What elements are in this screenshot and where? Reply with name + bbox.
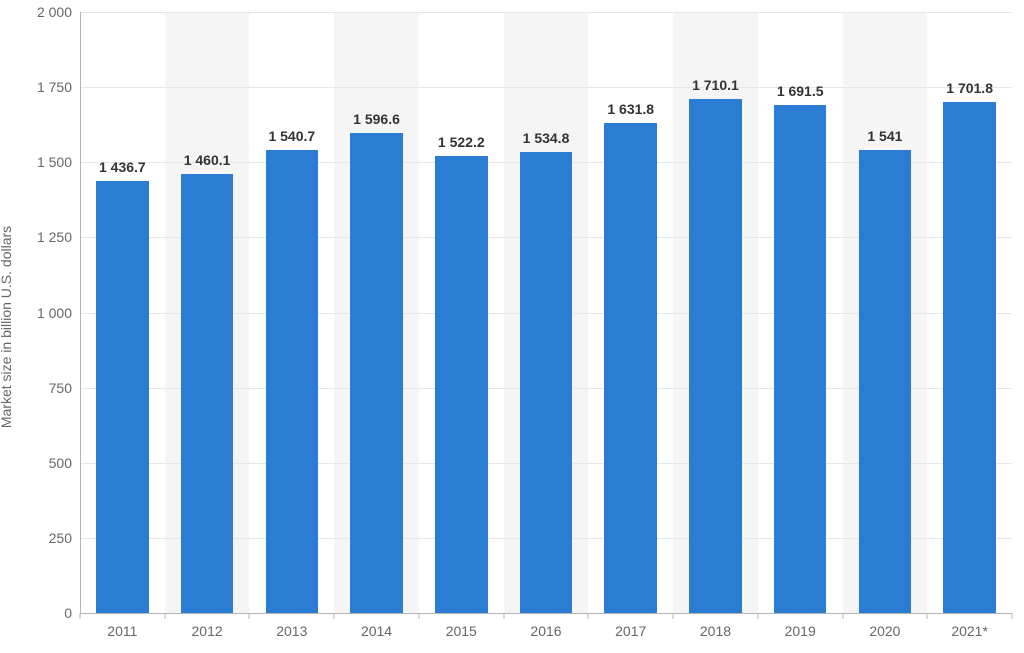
bar-value-label: 1 701.8: [946, 80, 993, 96]
bar: [774, 105, 827, 613]
bar: [96, 181, 149, 613]
x-tick-mark: [249, 613, 250, 619]
grid-line: [80, 12, 1012, 13]
y-tick-label: 1 500: [37, 154, 80, 170]
bar: [689, 99, 742, 613]
y-tick-label: 1 000: [37, 305, 80, 321]
chart-container: Market size in billion U.S. dollars 0250…: [0, 0, 1024, 653]
x-tick-label: 2014: [361, 613, 392, 639]
x-tick-mark: [80, 613, 81, 619]
x-tick-label: 2019: [785, 613, 816, 639]
x-tick-label: 2016: [530, 613, 561, 639]
bar-value-label: 1 631.8: [607, 101, 654, 117]
y-tick-label: 1 750: [37, 79, 80, 95]
x-tick-mark: [334, 613, 335, 619]
x-tick-mark: [164, 613, 165, 619]
x-tick-mark: [588, 613, 589, 619]
bar-value-label: 1 541: [867, 128, 902, 144]
bar: [520, 152, 573, 613]
grid-line: [80, 87, 1012, 88]
bar-value-label: 1 710.1: [692, 77, 739, 93]
x-tick-mark: [757, 613, 758, 619]
y-tick-label: 1 250: [37, 229, 80, 245]
bar: [350, 133, 403, 613]
bar: [859, 150, 912, 613]
bar: [266, 150, 319, 613]
y-tick-label: 250: [49, 530, 80, 546]
bar-value-label: 1 522.2: [438, 134, 485, 150]
x-tick-label: 2013: [276, 613, 307, 639]
y-tick-label: 750: [49, 380, 80, 396]
bar: [604, 123, 657, 613]
bar-value-label: 1 534.8: [523, 130, 570, 146]
x-tick-mark: [927, 613, 928, 619]
x-tick-label: 2011: [107, 613, 137, 639]
x-tick-label: 2020: [869, 613, 900, 639]
bar: [435, 156, 488, 613]
bar-value-label: 1 691.5: [777, 83, 824, 99]
x-tick-label: 2015: [446, 613, 477, 639]
plot-area: 02505007501 0001 2501 5001 7502 0001 436…: [80, 12, 1012, 613]
y-axis-title: Market size in billion U.S. dollars: [0, 225, 14, 427]
x-tick-mark: [673, 613, 674, 619]
y-tick-label: 2 000: [37, 4, 80, 20]
x-tick-mark: [842, 613, 843, 619]
bar-value-label: 1 596.6: [353, 111, 400, 127]
bar: [181, 174, 234, 613]
y-tick-label: 0: [64, 605, 80, 621]
x-tick-mark: [503, 613, 504, 619]
bar-value-label: 1 460.1: [184, 152, 231, 168]
x-tick-label: 2021*: [951, 613, 988, 639]
bar: [943, 102, 996, 613]
x-tick-label: 2017: [615, 613, 646, 639]
x-tick-label: 2018: [700, 613, 731, 639]
x-tick-mark: [1012, 613, 1013, 619]
x-tick-label: 2012: [192, 613, 223, 639]
x-tick-mark: [418, 613, 419, 619]
bar-value-label: 1 436.7: [99, 159, 146, 175]
y-tick-label: 500: [49, 455, 80, 471]
bar-value-label: 1 540.7: [268, 128, 315, 144]
